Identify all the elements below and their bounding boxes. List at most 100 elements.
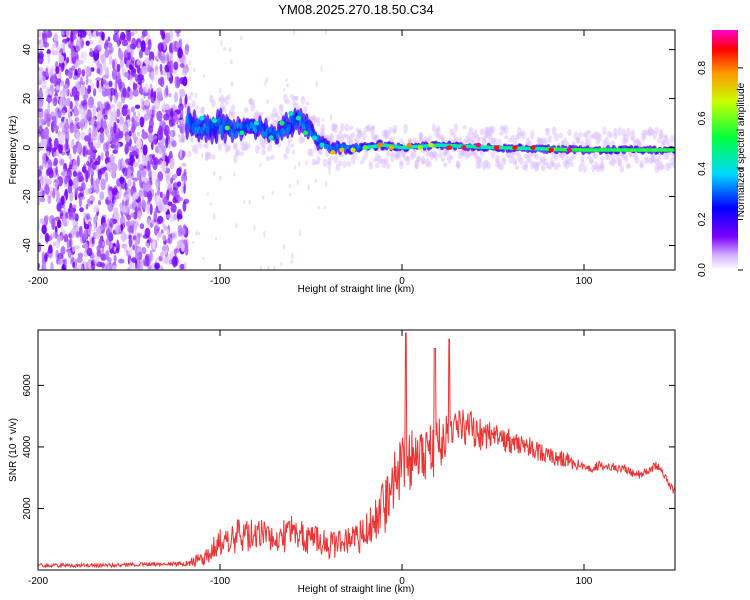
signal-halo — [386, 150, 391, 158]
signal-halo — [246, 143, 251, 149]
noise-blob — [87, 225, 93, 236]
snr-x-ticks: -200 -100 0 100 — [28, 330, 593, 587]
signal-halo — [226, 94, 231, 100]
noise-blob — [61, 63, 65, 68]
noise-blob — [296, 179, 300, 185]
noise-blob — [176, 167, 182, 177]
noise-blob — [150, 58, 154, 68]
noise-blob — [68, 233, 73, 239]
noise-blob — [184, 93, 188, 105]
signal-halo — [552, 162, 557, 167]
noise-blob — [132, 111, 137, 117]
x-tick-label: 100 — [576, 576, 593, 587]
noise-blob — [118, 258, 125, 264]
signal-peak — [548, 147, 554, 153]
noise-blob — [173, 248, 180, 254]
noise-blob — [149, 203, 153, 216]
noise-blob — [107, 247, 110, 252]
noise-blob — [165, 214, 172, 219]
noise-blob — [79, 189, 85, 198]
noise-blob — [286, 82, 289, 88]
noise-blob — [141, 65, 148, 75]
signal-halo — [261, 145, 266, 150]
noise-blob — [173, 111, 178, 123]
noise-blob — [144, 191, 148, 197]
noise-blob — [175, 41, 181, 49]
noise-blob — [95, 120, 101, 130]
noise-blob — [128, 204, 133, 210]
noise-blob — [158, 142, 164, 155]
noise-blob — [102, 74, 109, 79]
noise-blob — [156, 91, 163, 101]
signal-halo — [554, 153, 559, 161]
colorbar-tick-label: 0.4 — [697, 162, 708, 176]
signal-core — [294, 122, 299, 131]
noise-blob — [60, 246, 66, 255]
noise-blob — [181, 162, 187, 167]
noise-blob — [64, 257, 67, 269]
signal-halo — [189, 134, 194, 142]
signal-core — [262, 122, 267, 130]
noise-blob — [46, 30, 53, 38]
noise-blob — [137, 157, 141, 164]
noise-blob — [72, 30, 78, 37]
noise-blob — [294, 165, 297, 170]
signal-halo — [654, 127, 659, 135]
noise-blob — [44, 126, 49, 138]
signal-halo — [324, 149, 330, 157]
noise-blob — [154, 143, 160, 154]
signal-halo — [630, 130, 635, 136]
noise-blob — [267, 265, 270, 270]
signal-halo — [344, 124, 349, 132]
noise-blob — [147, 39, 152, 51]
noise-blob — [209, 202, 212, 206]
noise-blob — [100, 178, 106, 191]
signal-halo — [351, 132, 356, 138]
signal-halo — [427, 161, 432, 168]
noise-blob — [168, 52, 174, 63]
noise-blob — [307, 184, 310, 191]
noise-blob — [99, 64, 103, 76]
signal-halo — [600, 155, 605, 161]
noise-blob — [38, 53, 44, 59]
noise-blob — [157, 215, 164, 224]
noise-blob — [93, 46, 98, 54]
signal-peak — [239, 130, 245, 136]
noise-blob — [134, 238, 138, 249]
noise-blob — [127, 108, 131, 118]
signal-halo — [527, 140, 533, 146]
signal-peak — [388, 145, 394, 151]
signal-halo — [521, 130, 526, 140]
noise-blob — [320, 65, 323, 72]
noise-blob — [179, 148, 183, 158]
signal-peak — [268, 135, 274, 141]
noise-blob — [166, 229, 170, 236]
noise-blob — [120, 224, 124, 231]
spectrogram-x-label: Height of straight line (km) — [298, 284, 415, 295]
noise-blob — [82, 51, 88, 61]
signal-peak — [330, 150, 336, 155]
noise-blob — [50, 65, 57, 76]
noise-blob — [95, 30, 99, 37]
signal-halo — [416, 155, 421, 162]
noise-blob — [46, 150, 50, 157]
noise-blob — [170, 191, 176, 196]
noise-blob — [156, 110, 163, 122]
noise-blob — [123, 57, 128, 65]
noise-blob — [62, 109, 66, 116]
noise-blob — [51, 73, 58, 84]
noise-blob — [90, 152, 96, 158]
noise-blob — [72, 226, 77, 236]
noise-blob — [164, 103, 170, 111]
signal-halo — [303, 106, 308, 113]
noise-blob — [127, 74, 134, 80]
noise-blob — [115, 92, 119, 101]
noise-blob — [124, 182, 128, 191]
colorbar-ticks: 0.0 0.2 0.4 0.6 0.8 — [697, 61, 743, 277]
signal-halo — [333, 124, 338, 134]
signal-halo — [661, 164, 666, 170]
noise-blob — [130, 220, 137, 226]
noise-blob — [119, 54, 124, 61]
signal-halo — [390, 151, 395, 157]
noise-blob — [56, 202, 62, 212]
